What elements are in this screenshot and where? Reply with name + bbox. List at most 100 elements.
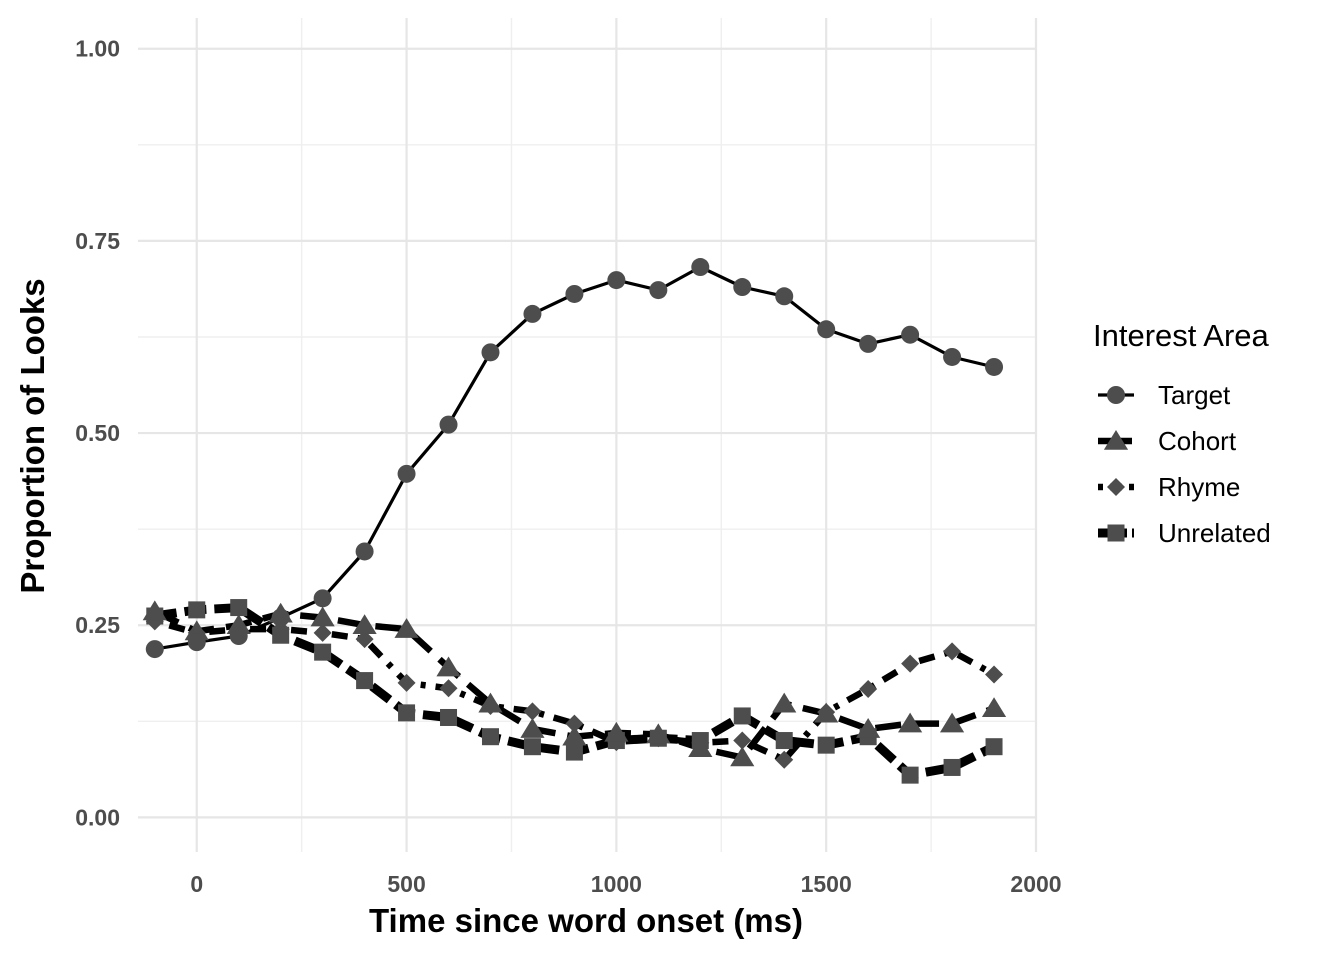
data-point-target bbox=[649, 281, 668, 300]
data-point-cohort bbox=[772, 692, 797, 713]
legend-label-cohort: Cohort bbox=[1158, 426, 1237, 456]
data-point-unrelated bbox=[481, 728, 499, 746]
data-point-unrelated bbox=[440, 708, 458, 726]
data-point-cohort bbox=[730, 746, 755, 767]
data-point-unrelated bbox=[817, 736, 835, 754]
data-point-cohort bbox=[520, 718, 545, 738]
y-tick-label: 0.50 bbox=[75, 420, 120, 446]
data-point-cohort bbox=[981, 697, 1007, 718]
data-point-cohort bbox=[436, 656, 461, 677]
data-point-rhyme bbox=[943, 642, 962, 661]
series-line-rhyme bbox=[153, 618, 996, 764]
data-point-unrelated bbox=[901, 766, 919, 784]
data-point-unrelated bbox=[230, 599, 248, 617]
legend-label-unrelated: Unrelated bbox=[1158, 518, 1271, 548]
x-tick-label: 1500 bbox=[801, 871, 852, 897]
data-point-cohort bbox=[394, 618, 419, 638]
data-point-cohort bbox=[646, 723, 671, 744]
data-point-unrelated bbox=[188, 601, 206, 619]
legend-title: Interest Area bbox=[1093, 318, 1270, 353]
data-point-cohort bbox=[939, 712, 965, 733]
data-point-cohort bbox=[142, 600, 167, 621]
data-point-unrelated bbox=[565, 743, 583, 761]
data-point-cohort bbox=[562, 725, 587, 746]
y-tick-label: 0.00 bbox=[75, 804, 120, 830]
legend-key-cohort bbox=[1098, 430, 1134, 450]
x-tick-label: 500 bbox=[387, 871, 425, 897]
tick-labels: 0.00 0.25 0.50 0.75 1.00 0 500 1000 1500 2000 bbox=[75, 36, 1061, 897]
data-point-unrelated bbox=[733, 707, 751, 725]
data-point-rhyme bbox=[901, 654, 920, 673]
data-point-rhyme bbox=[775, 750, 794, 769]
data-point-target bbox=[607, 271, 626, 290]
data-point-unrelated bbox=[314, 643, 332, 661]
data-point-cohort bbox=[184, 620, 209, 641]
legend-label-target: Target bbox=[1158, 380, 1231, 410]
data-point-target bbox=[523, 304, 542, 323]
data-point-target bbox=[775, 287, 794, 306]
series-line-target bbox=[154, 265, 995, 651]
data-point-cohort bbox=[898, 712, 923, 733]
data-points bbox=[142, 258, 1007, 784]
data-point-target bbox=[229, 627, 248, 646]
data-point-cohort bbox=[688, 737, 713, 758]
data-point-target bbox=[817, 320, 836, 339]
legend-label-rhyme: Rhyme bbox=[1158, 472, 1240, 502]
data-point-rhyme bbox=[355, 630, 374, 649]
data-point-target bbox=[985, 357, 1004, 376]
legend-key-marker bbox=[1107, 386, 1125, 404]
data-point-unrelated bbox=[985, 738, 1003, 756]
y-tick-label: 1.00 bbox=[75, 36, 120, 62]
legend: Interest Area Target Cohort Rhyme Unrelated bbox=[1093, 318, 1271, 548]
data-point-unrelated bbox=[943, 758, 961, 776]
data-point-rhyme bbox=[439, 679, 458, 698]
data-point-rhyme bbox=[397, 673, 416, 692]
data-point-target bbox=[943, 347, 962, 366]
legend-key-unrelated bbox=[1098, 524, 1134, 542]
y-axis-title: Proportion of Looks bbox=[14, 278, 51, 593]
data-point-cohort bbox=[814, 702, 839, 723]
data-point-unrelated bbox=[523, 738, 541, 756]
data-point-cohort bbox=[352, 614, 377, 635]
data-point-target bbox=[481, 343, 500, 362]
data-point-target bbox=[439, 415, 458, 434]
data-point-target bbox=[691, 258, 710, 277]
data-point-target bbox=[901, 325, 920, 344]
grid bbox=[138, 18, 1038, 852]
data-point-cohort bbox=[856, 718, 881, 738]
data-point-target bbox=[145, 640, 164, 659]
data-point-unrelated bbox=[775, 732, 793, 750]
x-axis-title: Time since word onset (ms) bbox=[369, 902, 803, 939]
data-point-cohort bbox=[478, 692, 503, 713]
data-point-cohort bbox=[604, 721, 629, 742]
data-point-target bbox=[355, 542, 374, 561]
data-point-rhyme bbox=[313, 623, 332, 642]
legend-key-target bbox=[1098, 386, 1134, 404]
data-point-rhyme bbox=[985, 665, 1004, 684]
x-tick-label: 1000 bbox=[591, 871, 642, 897]
data-point-cohort bbox=[310, 606, 335, 627]
data-point-target bbox=[859, 334, 878, 353]
x-tick-label: 2000 bbox=[1010, 871, 1061, 897]
data-point-rhyme bbox=[565, 714, 584, 733]
data-point-rhyme bbox=[733, 731, 752, 750]
data-point-target bbox=[187, 633, 206, 652]
data-point-rhyme bbox=[859, 680, 878, 699]
data-point-target bbox=[565, 284, 584, 303]
data-point-target bbox=[271, 608, 290, 627]
x-tick-label: 0 bbox=[190, 871, 203, 897]
data-point-unrelated bbox=[398, 704, 416, 722]
data-point-target bbox=[397, 464, 416, 483]
legend-key-marker bbox=[1107, 524, 1125, 542]
y-tick-label: 0.25 bbox=[75, 612, 120, 638]
legend-key-rhyme bbox=[1098, 478, 1134, 496]
y-tick-label: 0.75 bbox=[75, 228, 120, 254]
data-point-target bbox=[733, 278, 752, 297]
legend-key-marker bbox=[1103, 430, 1129, 450]
data-point-unrelated bbox=[356, 672, 374, 690]
data-point-target bbox=[313, 589, 332, 608]
data-point-rhyme bbox=[523, 702, 542, 721]
legend-key-marker bbox=[1107, 478, 1125, 496]
data-point-cohort bbox=[226, 614, 251, 635]
